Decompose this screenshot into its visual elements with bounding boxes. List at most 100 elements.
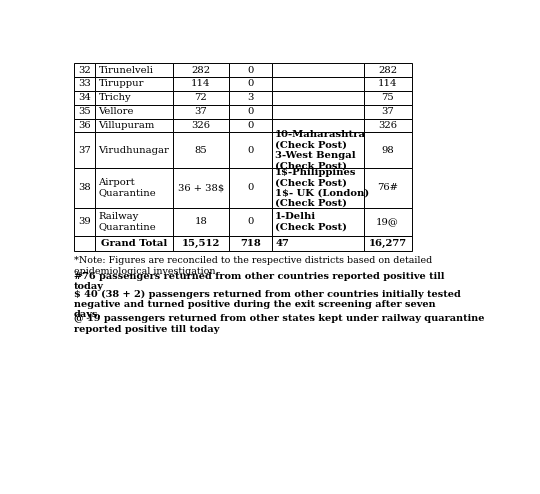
Bar <box>272 91 363 105</box>
Bar <box>73 91 96 105</box>
Text: #76 passengers returned from other countries reported positive till
today: #76 passengers returned from other count… <box>73 272 444 291</box>
Text: Tirunelveli: Tirunelveli <box>98 66 153 75</box>
Text: Tiruppur: Tiruppur <box>98 80 144 88</box>
Text: 37: 37 <box>194 107 207 116</box>
Bar <box>229 91 272 105</box>
Text: 37: 37 <box>381 107 394 116</box>
Text: 72: 72 <box>194 93 207 102</box>
Bar <box>173 77 229 91</box>
Text: Villupuram: Villupuram <box>98 121 155 130</box>
Text: 76#: 76# <box>377 183 398 192</box>
Bar <box>363 105 411 119</box>
Bar <box>73 236 96 251</box>
Text: 18: 18 <box>194 217 207 226</box>
Text: 0: 0 <box>247 80 254 88</box>
Bar <box>229 77 272 91</box>
Text: 282: 282 <box>378 66 397 75</box>
Text: 0: 0 <box>247 183 254 192</box>
Text: 0: 0 <box>247 107 254 116</box>
Bar <box>73 119 96 132</box>
Bar <box>363 236 411 251</box>
Text: 35: 35 <box>78 107 91 116</box>
Bar <box>229 119 272 132</box>
Bar <box>96 168 173 208</box>
Bar <box>173 63 229 77</box>
Bar <box>173 91 229 105</box>
Bar <box>363 63 411 77</box>
Bar <box>73 105 96 119</box>
Text: *Note: Figures are reconciled to the respective districts based on detailed
epid: *Note: Figures are reconciled to the res… <box>73 256 432 276</box>
Bar <box>73 63 96 77</box>
Bar <box>229 132 272 168</box>
Bar <box>173 208 229 236</box>
Text: Trichy: Trichy <box>98 93 131 102</box>
Text: 1-Delhi
(Check Post): 1-Delhi (Check Post) <box>275 212 347 232</box>
Text: Grand Total: Grand Total <box>101 239 167 248</box>
Text: 19@: 19@ <box>376 217 399 226</box>
Bar <box>173 105 229 119</box>
Bar <box>272 208 363 236</box>
Bar <box>272 236 363 251</box>
Text: 0: 0 <box>247 217 254 226</box>
Text: 3: 3 <box>247 93 254 102</box>
Text: 114: 114 <box>191 80 211 88</box>
Bar <box>96 208 173 236</box>
Text: Vellore: Vellore <box>98 107 134 116</box>
Text: 36 + 38$: 36 + 38$ <box>178 183 224 192</box>
Text: Railway
Quarantine: Railway Quarantine <box>98 212 156 232</box>
Text: @ 19 passengers returned from other states kept under railway quarantine
reporte: @ 19 passengers returned from other stat… <box>73 314 484 333</box>
Bar <box>363 119 411 132</box>
Text: 326: 326 <box>191 121 210 130</box>
Bar <box>272 77 363 91</box>
Bar <box>173 168 229 208</box>
Bar <box>363 91 411 105</box>
Text: 47: 47 <box>275 239 289 248</box>
Bar <box>173 236 229 251</box>
Text: Airport
Quarantine: Airport Quarantine <box>98 178 156 198</box>
Bar <box>96 132 173 168</box>
Bar <box>363 208 411 236</box>
Text: 15,512: 15,512 <box>181 239 220 248</box>
Bar <box>73 208 96 236</box>
Bar <box>363 132 411 168</box>
Bar <box>173 132 229 168</box>
Text: 85: 85 <box>194 146 207 155</box>
Bar <box>96 63 173 77</box>
Bar <box>96 91 173 105</box>
Text: $ 40 (38 + 2) passengers returned from other countries initially tested
negative: $ 40 (38 + 2) passengers returned from o… <box>73 289 461 320</box>
Bar <box>96 105 173 119</box>
Bar <box>229 105 272 119</box>
Text: 34: 34 <box>78 93 91 102</box>
Bar <box>229 63 272 77</box>
Bar <box>272 63 363 77</box>
Text: 16,277: 16,277 <box>368 239 407 248</box>
Text: 0: 0 <box>247 146 254 155</box>
Bar <box>229 236 272 251</box>
Text: 114: 114 <box>378 80 397 88</box>
Bar <box>73 168 96 208</box>
Text: 36: 36 <box>78 121 91 130</box>
Bar <box>73 77 96 91</box>
Text: 1$-Philippines
(Check Post)
1$- UK (London)
(Check Post): 1$-Philippines (Check Post) 1$- UK (Lond… <box>275 168 369 208</box>
Bar <box>229 168 272 208</box>
Text: 32: 32 <box>78 66 91 75</box>
Bar <box>96 77 173 91</box>
Text: Virudhunagar: Virudhunagar <box>98 146 170 155</box>
Bar <box>272 168 363 208</box>
Bar <box>73 132 96 168</box>
Bar <box>272 119 363 132</box>
Bar <box>96 236 173 251</box>
Text: 37: 37 <box>78 146 91 155</box>
Bar <box>173 119 229 132</box>
Bar <box>96 119 173 132</box>
Text: 33: 33 <box>78 80 91 88</box>
Bar <box>363 168 411 208</box>
Text: 39: 39 <box>78 217 91 226</box>
Text: 38: 38 <box>78 183 91 192</box>
Bar <box>229 208 272 236</box>
Text: 282: 282 <box>191 66 211 75</box>
Bar <box>272 132 363 168</box>
Text: 10-Maharashtra
(Check Post)
3-West Bengal
(Check Post): 10-Maharashtra (Check Post) 3-West Benga… <box>275 130 366 170</box>
Text: 326: 326 <box>378 121 397 130</box>
Bar <box>363 77 411 91</box>
